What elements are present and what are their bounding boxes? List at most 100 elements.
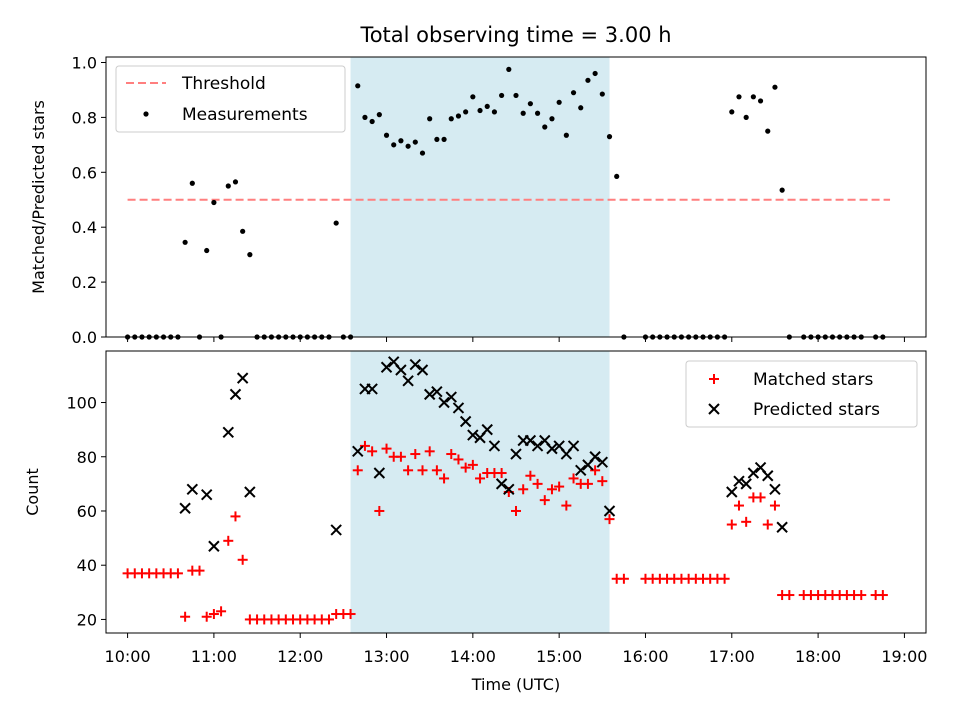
matched-star-point (733, 500, 744, 511)
predicted-star-point (423, 388, 436, 401)
predicted-star-point (762, 470, 774, 482)
matched-star-point (230, 511, 241, 522)
predicted-star-point (726, 486, 738, 498)
matched-star-point (345, 609, 356, 620)
x-tick-label: 17:00 (709, 647, 755, 666)
top-y-tick-label: 0.8 (72, 108, 97, 127)
legend-predicted-swatch (708, 403, 720, 415)
matched-star-point (762, 519, 773, 530)
measurement-point (534, 110, 541, 116)
measurement-point (455, 113, 462, 119)
matched-star-point (403, 465, 414, 476)
matched-star-point (237, 554, 248, 565)
top-y-tick-label: 0.4 (72, 218, 97, 237)
predicted-star-point (200, 489, 213, 501)
matched-star-point (496, 468, 507, 479)
top-y-ticks: 0.0 0.2 0.4 0.6 0.8 1.0 (72, 53, 106, 347)
predicted-star-point (373, 467, 386, 479)
measurement-point (412, 139, 418, 145)
measurement-point (736, 94, 742, 100)
matched-star-point (518, 484, 529, 495)
x-tick-label: 18:00 (795, 647, 841, 666)
legend-measurements-swatch (143, 111, 149, 117)
measurement-point (376, 112, 382, 118)
predicted-star-point (402, 375, 414, 387)
matched-star-point (223, 535, 234, 546)
measurement-point (491, 109, 498, 115)
x-axis-label: Time (UTC) (471, 675, 560, 694)
measurement-point (585, 77, 591, 83)
measurement-point (441, 136, 447, 142)
observing-window-span (350, 351, 610, 633)
predicted-star-point (416, 364, 429, 376)
matched-star-point (726, 519, 737, 530)
predicted-star-point (438, 396, 450, 409)
predicted-star-point (503, 483, 515, 495)
matched-star-point (755, 492, 766, 503)
top-y-tick-label: 0.2 (72, 273, 97, 292)
predicted-star-point (431, 385, 443, 398)
matched-star-point (618, 573, 629, 584)
top-y-tick-label: 0.0 (72, 328, 97, 347)
matched-star-point (417, 465, 428, 476)
x-tick-label: 19:00 (881, 647, 927, 666)
matched-stars-points (122, 440, 888, 625)
matched-star-point (194, 565, 205, 576)
predicted-star-point (459, 415, 472, 428)
measurement-point (563, 132, 569, 138)
matched-star-point (604, 514, 615, 525)
matched-star-point (424, 446, 435, 457)
matched-star-point (323, 614, 334, 625)
matched-star-point (367, 446, 378, 457)
bottom-x-ticks: 10:00 11:00 12:00 13:00 14:00 15:00 16:00 17:00… (105, 633, 927, 666)
measurement-point (463, 109, 469, 115)
measurement-point (434, 136, 440, 142)
predicted-star-point (747, 467, 760, 479)
matched-star-point (172, 568, 183, 579)
measurement-point (398, 138, 404, 144)
chart-title: Total observing time = 3.00 h (359, 23, 671, 47)
bottom-panel: 20 40 60 80 100 10:00 11:00 12:00 13:00 14:00 15:… (23, 350, 927, 694)
measurement-point (556, 99, 562, 105)
matched-star-point (359, 440, 370, 451)
matched-star-point (352, 465, 363, 476)
predicted-star-point (208, 540, 220, 552)
measurement-point (484, 103, 490, 110)
matched-star-point (525, 470, 536, 481)
predicted-star-point (769, 483, 781, 495)
measurement-point (765, 128, 771, 134)
matched-star-point (561, 500, 572, 511)
measurement-point (743, 114, 749, 120)
matched-star-point (590, 465, 601, 476)
observing-window-span (350, 57, 610, 337)
measurement-point (204, 247, 210, 254)
predicted-stars-points (179, 356, 788, 552)
matched-star-point (453, 454, 464, 465)
measurement-point (427, 116, 433, 122)
x-tick-label: 13:00 (363, 647, 409, 666)
measurement-point (477, 107, 483, 114)
top-y-axis-label: Matched/Predicted stars (29, 100, 48, 294)
measurement-point (225, 183, 231, 189)
predicted-star-point (596, 456, 609, 468)
measurement-point (772, 84, 778, 90)
predicted-star-point (244, 486, 256, 498)
bottom-y-tick-label: 40 (77, 556, 97, 575)
measurement-point (779, 187, 785, 193)
measurement-point (549, 116, 555, 122)
matched-star-point (554, 481, 565, 492)
measurement-point (520, 110, 526, 116)
x-tick-label: 14:00 (450, 647, 496, 666)
matched-star-point (741, 516, 752, 527)
measurement-point (383, 132, 390, 138)
predicted-star-point (589, 451, 601, 463)
predicted-star-point (229, 388, 242, 401)
matched-star-point (467, 459, 478, 470)
predicted-star-point (575, 464, 587, 477)
measurement-point (506, 66, 512, 72)
matched-star-point (446, 449, 457, 460)
matched-star-point (582, 478, 593, 489)
matched-star-point (511, 505, 521, 516)
measurement-point (419, 150, 426, 156)
top-y-tick-label: 1.0 (72, 53, 97, 72)
